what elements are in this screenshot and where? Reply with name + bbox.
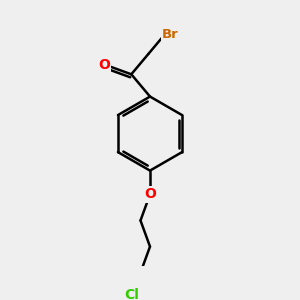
Text: O: O [144,188,156,201]
Text: Br: Br [162,28,178,41]
Text: O: O [98,58,110,72]
Text: Cl: Cl [124,288,139,300]
